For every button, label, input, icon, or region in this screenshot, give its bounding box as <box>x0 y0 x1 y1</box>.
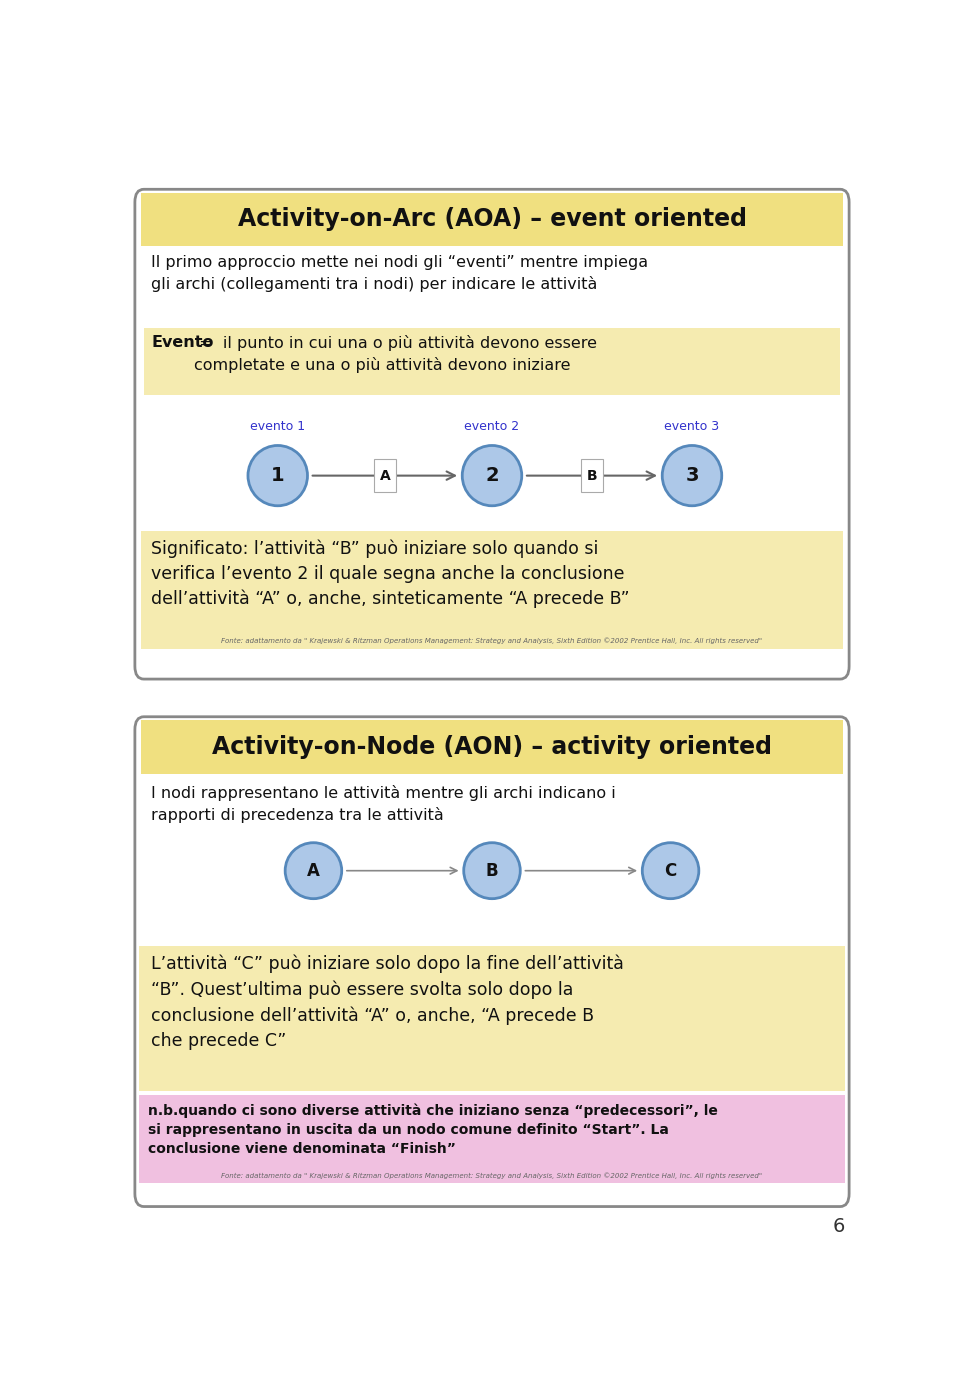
Bar <box>141 193 843 246</box>
Text: 2: 2 <box>485 466 499 485</box>
Bar <box>138 1095 846 1183</box>
Text: Activity-on-Arc (AOA) – event oriented: Activity-on-Arc (AOA) – event oriented <box>237 207 747 232</box>
Text: B: B <box>587 468 597 482</box>
Text: evento 3: evento 3 <box>664 419 720 432</box>
Ellipse shape <box>248 446 307 506</box>
Text: I nodi rappresentano le attività mentre gli archi indicano i
rapporti di precede: I nodi rappresentano le attività mentre … <box>152 784 616 823</box>
Text: Fonte: adattamento da " Krajewski & Ritzman Operations Management: Strategy and : Fonte: adattamento da " Krajewski & Ritz… <box>222 637 762 643</box>
Bar <box>581 460 603 492</box>
Text: Evento: Evento <box>152 334 214 350</box>
Bar <box>373 460 396 492</box>
Ellipse shape <box>464 843 520 899</box>
Text: Il primo approccio mette nei nodi gli “eventi” mentre impiega
gli archi (collega: Il primo approccio mette nei nodi gli “e… <box>152 254 648 292</box>
Ellipse shape <box>463 446 522 506</box>
Bar <box>141 720 843 774</box>
Ellipse shape <box>662 446 722 506</box>
Text: =  il punto in cui una o più attività devono essere
completate e una o più attiv: = il punto in cui una o più attività dev… <box>194 334 597 373</box>
Bar <box>144 329 840 394</box>
Text: C: C <box>664 861 677 879</box>
Ellipse shape <box>642 843 699 899</box>
Text: 1: 1 <box>271 466 284 485</box>
Text: evento 2: evento 2 <box>465 419 519 432</box>
Text: 3: 3 <box>685 466 699 485</box>
Text: Significato: l’attività “B” può iniziare solo quando si
verifica l’evento 2 il q: Significato: l’attività “B” può iniziare… <box>152 540 630 608</box>
Text: A: A <box>379 468 390 482</box>
Bar <box>141 530 843 649</box>
Text: Activity-on-Node (AON) – activity oriented: Activity-on-Node (AON) – activity orient… <box>212 735 772 759</box>
FancyBboxPatch shape <box>134 717 849 1206</box>
Text: B: B <box>486 861 498 879</box>
Ellipse shape <box>285 843 342 899</box>
Bar <box>138 946 846 1092</box>
Text: n.b.quando ci sono diverse attività che iniziano senza “predecessori”, le
si rap: n.b.quando ci sono diverse attività che … <box>148 1103 718 1156</box>
Text: evento 1: evento 1 <box>251 419 305 432</box>
Text: L’attività “C” può iniziare solo dopo la fine dell’attività
“B”. Quest’ultima pu: L’attività “C” può iniziare solo dopo la… <box>152 955 624 1050</box>
Text: 6: 6 <box>833 1216 846 1236</box>
Text: A: A <box>307 861 320 879</box>
FancyBboxPatch shape <box>134 189 849 679</box>
Text: Fonte: adattamento da " Krajewski & Ritzman Operations Management: Strategy and : Fonte: adattamento da " Krajewski & Ritz… <box>222 1172 762 1179</box>
